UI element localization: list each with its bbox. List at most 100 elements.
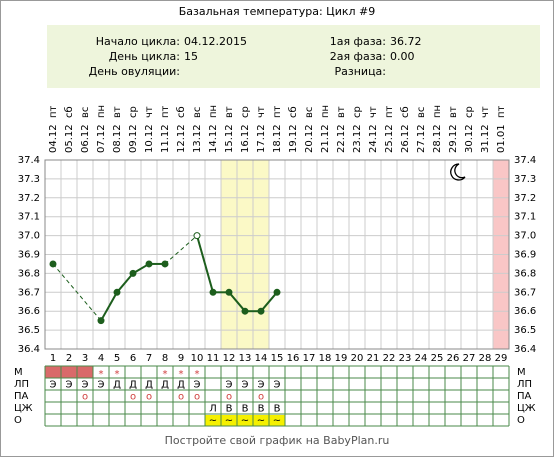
point: [113, 288, 121, 296]
date-label: 06.12: [80, 124, 91, 153]
x-tick-label: 22: [383, 353, 396, 364]
weekday-label: пн: [208, 105, 219, 118]
point: [49, 260, 57, 268]
x-tick-label: 25: [431, 353, 444, 364]
x-tick-label: 18: [319, 353, 332, 364]
y-tick-label: 37.2: [18, 193, 40, 204]
table-cell: Д: [129, 380, 137, 391]
info-label: День цикла:: [109, 50, 180, 63]
row-label: ЛП: [14, 379, 29, 390]
date-label: 21.12: [320, 124, 331, 153]
weekday-label: ср: [352, 106, 363, 118]
table-cell: ~: [225, 416, 233, 427]
y-tick-label: 36.5: [18, 325, 40, 336]
y-tick-label-right: 37.0: [514, 231, 536, 242]
date-label: 24.12: [368, 124, 379, 153]
cell-fill: [221, 415, 237, 426]
info-label: Начало цикла:: [96, 35, 180, 48]
info-label: 1ая фаза:: [330, 35, 386, 48]
date-label: 17.12: [256, 124, 267, 153]
weekday-label: ср: [240, 106, 251, 118]
table-cell: ~: [209, 416, 217, 427]
x-tick-label: 26: [447, 353, 460, 364]
cell-fill: [269, 415, 285, 426]
table-cell: *: [179, 369, 184, 380]
date-label: 14.12: [208, 124, 219, 153]
info-label: День овуляции:: [89, 65, 180, 78]
weekday-label: пн: [96, 105, 107, 118]
weekday-label: вс: [304, 107, 315, 118]
table-cell: Э: [82, 380, 89, 391]
date-label: 09.12: [128, 124, 139, 153]
row-label: ПА: [14, 391, 29, 402]
weekday-label: ср: [128, 106, 139, 118]
menstruation-cell: [77, 366, 93, 378]
weekday-label: чт: [256, 106, 267, 118]
row-label: О: [14, 415, 22, 426]
line-segment: [260, 291, 278, 312]
y-tick-label-right: 36.4: [514, 344, 536, 355]
line-segment: [228, 291, 246, 312]
table-cell: Э: [66, 380, 73, 391]
y-tick-label: 37.0: [18, 231, 40, 242]
menstruation-cell: [61, 366, 77, 378]
date-label: 05.12: [64, 124, 75, 153]
row-label-right: ЛП: [517, 379, 532, 390]
table-cell: Э: [50, 380, 57, 391]
table-cell: *: [115, 369, 120, 380]
weekday-label: чт: [368, 106, 379, 118]
date-label: 19.12: [288, 124, 299, 153]
x-tick-label: 3: [82, 353, 88, 364]
line-segment: [196, 235, 214, 293]
table-cell: Д: [177, 380, 185, 391]
weekday-label: вт: [112, 106, 123, 118]
table-cell: Д: [161, 380, 169, 391]
y-tick-label-right: 37.1: [514, 212, 536, 223]
table-cell: Л: [209, 404, 217, 415]
x-tick-label: 11: [207, 353, 220, 364]
date-label: 23.12: [352, 124, 363, 153]
table-cell: *: [195, 369, 200, 380]
info-panel: [47, 25, 540, 88]
table-cell: Э: [98, 380, 105, 391]
line-segment: [100, 291, 118, 322]
chart-title: Базальная температура: Цикл #9: [179, 5, 376, 18]
table-cell: ~: [241, 416, 249, 427]
date-label: 10.12: [144, 124, 155, 153]
date-label: 28.12: [432, 124, 443, 153]
y-tick-label: 36.6: [18, 306, 40, 317]
y-tick-label-right: 36.8: [514, 268, 536, 279]
table-cell: о: [146, 392, 152, 403]
weekday-label: сб: [176, 106, 187, 118]
table-cell: Э: [194, 380, 201, 391]
row-label-right: М: [517, 367, 526, 378]
point: [257, 307, 265, 315]
table-cell: Э: [242, 380, 249, 391]
weekday-label: вс: [192, 107, 203, 118]
row-label-right: ПА: [517, 391, 532, 402]
row-label-right: ЦЖ: [517, 403, 536, 414]
y-tick-label: 36.9: [18, 250, 40, 261]
x-tick-label: 13: [239, 353, 252, 364]
x-tick-label: 16: [287, 353, 300, 364]
weekday-label: ср: [464, 106, 475, 118]
x-tick-label: 7: [146, 353, 152, 364]
x-tick-label: 1: [50, 353, 56, 364]
y-tick-label-right: 37.3: [514, 174, 536, 185]
date-label: 27.12: [416, 124, 427, 153]
point: [209, 288, 217, 296]
table-cell: Д: [113, 380, 121, 391]
table-cell: о: [82, 392, 88, 403]
x-tick-label: 8: [162, 353, 168, 364]
y-tick-label-right: 37.4: [514, 155, 536, 166]
x-tick-label: 12: [223, 353, 236, 364]
date-label: 18.12: [272, 124, 283, 153]
y-tick-label-right: 36.7: [514, 287, 536, 298]
x-tick-label: 20: [351, 353, 364, 364]
table-cell: Э: [258, 380, 265, 391]
point: [273, 288, 281, 296]
x-tick-label: 24: [415, 353, 428, 364]
weekday-label: сб: [400, 106, 411, 118]
gap-line: [164, 235, 198, 265]
